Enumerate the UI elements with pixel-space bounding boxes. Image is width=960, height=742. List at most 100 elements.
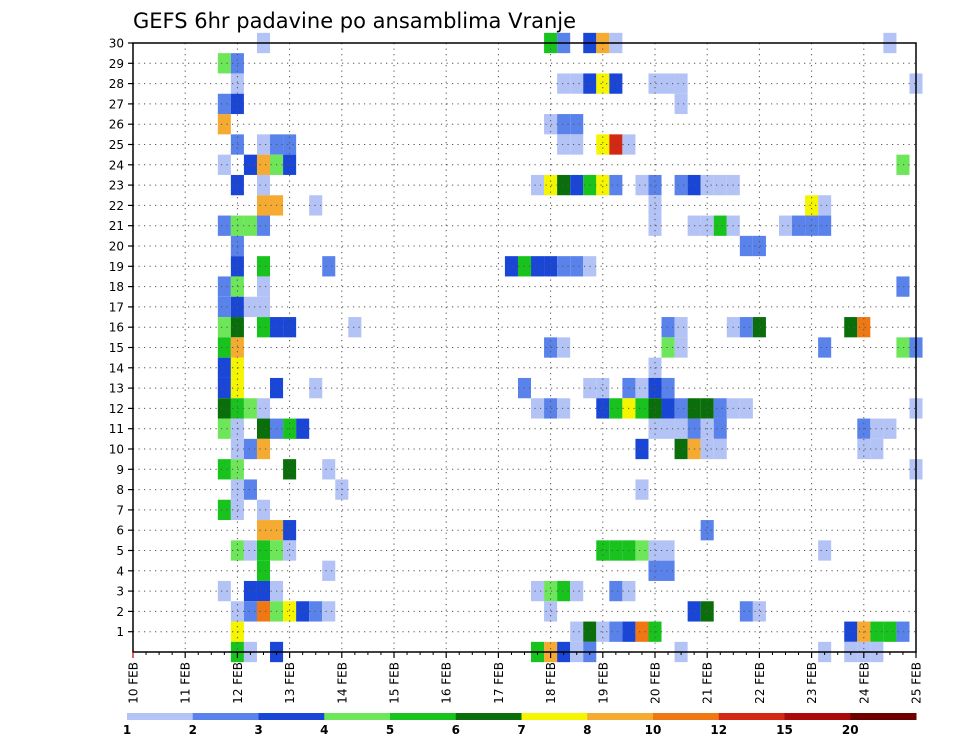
x-tick-label: 11 FEB [179, 662, 193, 704]
heatmap-cell [531, 398, 545, 419]
y-tick-label: 7 [116, 503, 124, 517]
x-tick-label: 20 FEB [649, 662, 663, 704]
heatmap-cell [531, 174, 545, 196]
heatmap-cell [739, 235, 753, 257]
heatmap-cell [570, 256, 584, 277]
heatmap-cell [230, 459, 244, 480]
heatmap-cell [857, 438, 871, 460]
heatmap-cell [870, 438, 884, 460]
heatmap-cell [700, 520, 714, 541]
heatmap-cell [230, 499, 244, 521]
y-tick-label: 18 [109, 280, 124, 294]
heatmap-cell [322, 601, 336, 622]
legend-label: 7 [517, 723, 525, 737]
heatmap-cell [818, 215, 832, 236]
heatmap-cell [230, 73, 244, 94]
heatmap-cell [570, 114, 584, 135]
heatmap-cell [713, 174, 727, 196]
legend-swatch [324, 713, 391, 720]
legend-swatch [784, 713, 851, 720]
heatmap-cell [256, 276, 271, 297]
heatmap-cell [243, 580, 257, 602]
heatmap-cell [544, 114, 558, 135]
heatmap-cell [256, 580, 271, 602]
heatmap-cell [609, 134, 623, 155]
legend-label: 12 [710, 723, 727, 737]
grid-lines [133, 42, 916, 652]
heatmap-cell [570, 134, 584, 155]
x-tick-label: 19 FEB [596, 662, 610, 704]
legend-swatch [455, 713, 522, 720]
y-tick-label: 17 [109, 300, 124, 314]
heatmap-cell [217, 580, 231, 602]
color-legend: 1 2 3 4 5 6 7 8 10 12 15 20 [123, 713, 917, 737]
x-tick-label: 10 FEB [127, 662, 141, 704]
heatmap-cell [635, 174, 649, 196]
heatmap-cell [635, 377, 649, 399]
legend-label: 6 [452, 723, 460, 737]
heatmap-cell [870, 418, 884, 439]
heatmap-cell [230, 317, 244, 338]
heatmap-cell [217, 215, 231, 236]
heatmap-cell [230, 438, 244, 460]
heatmap-cell [217, 377, 231, 399]
heatmap-cell [256, 560, 271, 581]
heatmap-cell [243, 154, 257, 175]
y-tick-label: 23 [109, 179, 124, 193]
heatmap-cell [230, 540, 244, 561]
heatmap-cell [857, 317, 871, 338]
heatmap-cell [713, 398, 727, 419]
heatmap-cell [544, 337, 558, 358]
heatmap-cell [256, 438, 271, 460]
heatmap-cell [883, 418, 897, 439]
y-tick-label: 21 [109, 219, 124, 233]
legend-label: 8 [583, 723, 591, 737]
heatmap-cell [609, 73, 623, 94]
heatmap-cell [256, 499, 271, 521]
heatmap-cell [700, 438, 714, 460]
heatmap-cell [674, 317, 688, 338]
heatmap-cell [674, 337, 688, 358]
heatmap-cells [217, 32, 923, 663]
y-tick-label: 28 [109, 77, 124, 91]
legend-swatch [192, 713, 259, 720]
heatmap-cell [283, 540, 297, 561]
heatmap-cell [648, 540, 662, 561]
heatmap-cell [557, 174, 571, 196]
heatmap-cell [256, 256, 271, 277]
heatmap-cell [557, 580, 571, 602]
y-tick-label: 6 [116, 524, 124, 538]
heatmap-cell [322, 256, 336, 277]
legend-swatch [127, 713, 194, 720]
heatmap-cell [570, 621, 584, 642]
y-tick-label: 11 [109, 422, 124, 436]
heatmap-cell [296, 601, 310, 622]
y-tick-label: 26 [109, 118, 124, 132]
y-tick-label: 24 [109, 158, 124, 172]
heatmap-cell [283, 601, 297, 622]
y-tick-label: 1 [116, 625, 124, 639]
heatmap-cell [230, 276, 244, 297]
heatmap-cell [557, 114, 571, 135]
heatmap-cell [217, 337, 231, 358]
heatmap-cell [661, 398, 675, 419]
heatmap-cell [217, 154, 231, 175]
heatmap-cell [243, 540, 257, 561]
heatmap-cell [230, 53, 244, 74]
heatmap-cell [544, 398, 558, 419]
heatmap-cell [674, 73, 688, 94]
heatmap-cell [700, 174, 714, 196]
heatmap-cell [844, 317, 858, 338]
heatmap-cell [243, 438, 257, 460]
heatmap-cell [661, 73, 675, 94]
y-tick-label: 22 [109, 199, 124, 213]
x-tick-label: 13 FEB [283, 662, 297, 704]
heatmap-cell [818, 195, 832, 216]
heatmap-cell [648, 398, 662, 419]
heatmap-cell [243, 601, 257, 622]
heatmap-cell [348, 317, 362, 338]
heatmap-cell [256, 296, 271, 318]
heatmap-cell [322, 459, 336, 480]
y-tick-label: 25 [109, 138, 124, 152]
